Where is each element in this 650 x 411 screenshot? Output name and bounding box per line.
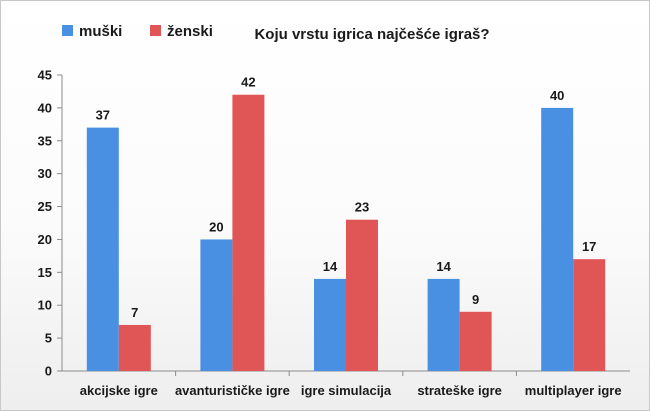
y-tick-label: 30 xyxy=(38,166,52,181)
y-tick-label: 15 xyxy=(38,265,52,280)
y-tick-label: 35 xyxy=(38,133,52,148)
legend: muški ženski xyxy=(62,23,213,40)
bar-zenski-1 xyxy=(232,94,265,371)
y-tick-label: 20 xyxy=(38,232,52,247)
bar-muski-1 xyxy=(200,239,233,371)
y-tick-label: 45 xyxy=(38,68,52,83)
bar-muski-0 xyxy=(86,127,119,371)
bar-zenski-3 xyxy=(459,311,492,371)
data-label: 23 xyxy=(355,200,369,215)
legend-swatch-1 xyxy=(150,25,161,36)
category-labels: akcijske igre avanturističke igre igre sim… xyxy=(80,383,622,398)
category-label: avanturističke igre xyxy=(175,383,290,398)
category-label: igre simulacija xyxy=(301,383,392,398)
chart-title: Koju vrstu igrica najčešće igraš? xyxy=(254,26,489,43)
legend-label-0: muški xyxy=(79,23,122,40)
data-label: 17 xyxy=(582,239,596,254)
category-label: strateške igre xyxy=(417,383,502,398)
category-label: multiplayer igre xyxy=(525,383,622,398)
data-label: 40 xyxy=(550,88,564,103)
legend-swatch-0 xyxy=(62,25,73,36)
y-tick-label: 25 xyxy=(38,199,52,214)
bar-zenski-2 xyxy=(346,219,378,371)
data-label: 37 xyxy=(96,108,110,123)
data-label: 14 xyxy=(323,259,338,274)
data-label: 14 xyxy=(436,259,451,274)
bar-zenski-4 xyxy=(573,259,606,371)
axes: 0 5 10 15 20 25 30 35 40 45 xyxy=(38,68,630,379)
y-tick-label: 0 xyxy=(45,364,52,379)
category-label: akcijske igre xyxy=(80,383,158,398)
data-label: 42 xyxy=(241,75,255,90)
legend-label-1: ženski xyxy=(167,23,213,40)
bar-muski-4 xyxy=(541,107,574,371)
y-tick-label: 40 xyxy=(38,100,52,115)
y-tick-label: 10 xyxy=(38,298,52,313)
bar-zenski-0 xyxy=(118,324,151,371)
data-labels: 37 7 20 42 14 23 14 9 40 17 xyxy=(96,75,597,320)
bar-muski-3 xyxy=(427,278,460,371)
data-label: 9 xyxy=(472,292,479,307)
data-label: 20 xyxy=(209,219,223,234)
data-label: 7 xyxy=(131,305,138,320)
y-tick-label: 5 xyxy=(45,331,52,346)
bar-muski-2 xyxy=(314,278,346,371)
bars xyxy=(86,94,606,371)
